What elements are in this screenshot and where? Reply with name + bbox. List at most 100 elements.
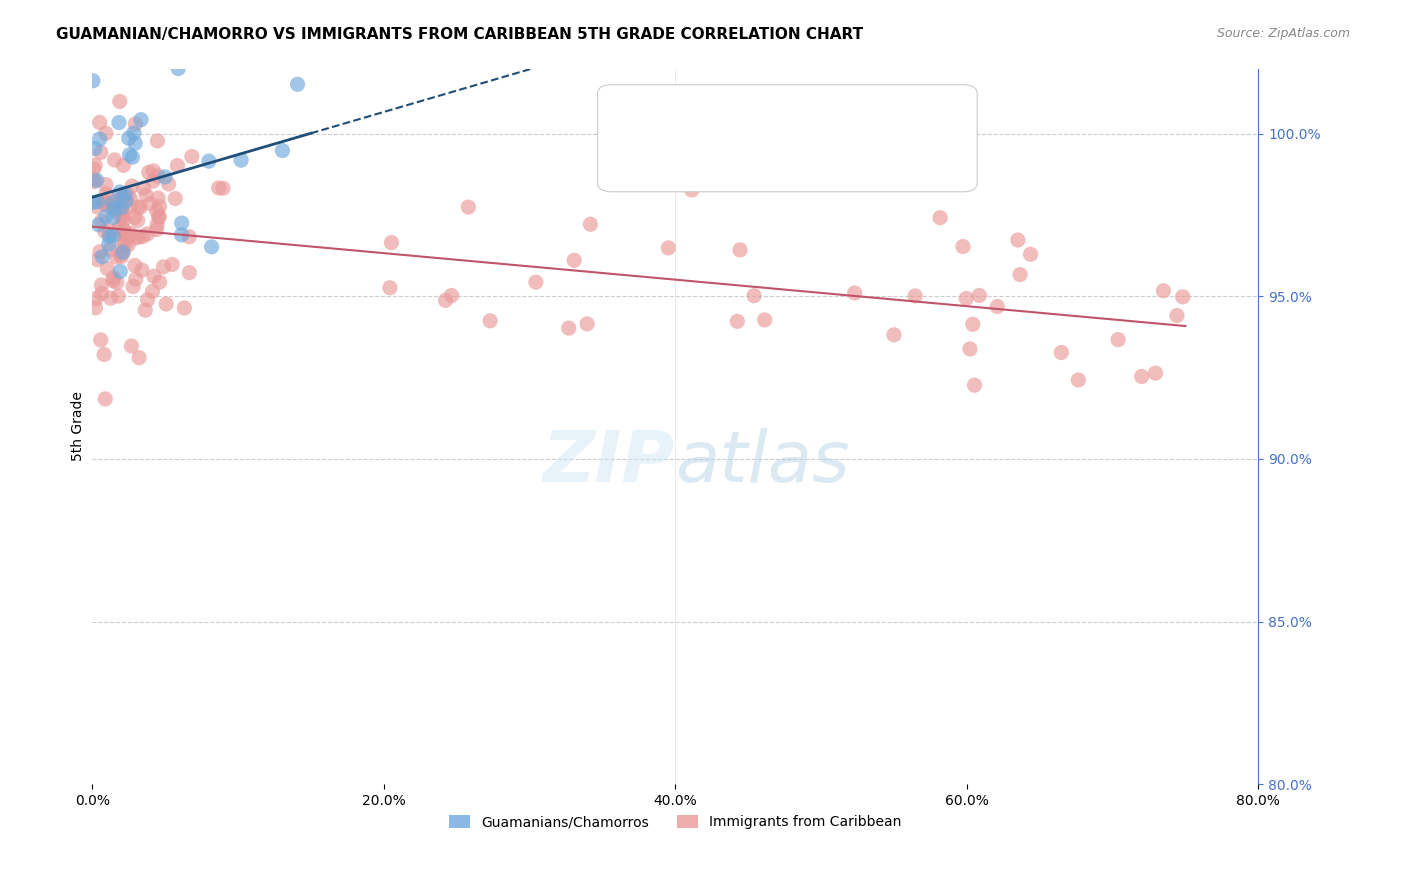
pink bbox=[94, 195, 117, 210]
pink bbox=[86, 252, 108, 267]
pink bbox=[90, 214, 112, 228]
pink bbox=[117, 230, 139, 244]
pink bbox=[155, 297, 177, 311]
pink bbox=[166, 159, 188, 173]
blue bbox=[86, 173, 108, 187]
pink bbox=[124, 117, 146, 131]
Text: N =: N = bbox=[731, 152, 765, 167]
blue bbox=[271, 144, 294, 158]
pink bbox=[1007, 233, 1029, 247]
pink bbox=[952, 239, 974, 253]
Text: GUAMANIAN/CHAMORRO VS IMMIGRANTS FROM CARIBBEAN 5TH GRADE CORRELATION CHART: GUAMANIAN/CHAMORRO VS IMMIGRANTS FROM CA… bbox=[56, 27, 863, 42]
blue bbox=[121, 150, 143, 164]
pink bbox=[96, 261, 118, 276]
pink bbox=[89, 115, 111, 129]
pink bbox=[963, 378, 986, 392]
blue bbox=[82, 74, 104, 88]
pink bbox=[1107, 333, 1129, 347]
pink bbox=[1067, 373, 1090, 387]
pink bbox=[84, 292, 107, 306]
pink bbox=[146, 191, 169, 205]
pink bbox=[844, 285, 866, 300]
blue bbox=[87, 218, 110, 232]
pink bbox=[90, 278, 112, 293]
blue bbox=[229, 153, 252, 168]
pink bbox=[1144, 366, 1167, 380]
pink bbox=[524, 275, 547, 289]
Text: ZIP: ZIP bbox=[543, 428, 675, 497]
Text: R =: R = bbox=[626, 152, 659, 167]
pink bbox=[180, 149, 202, 163]
pink bbox=[101, 274, 124, 288]
pink bbox=[120, 339, 142, 353]
pink bbox=[134, 303, 156, 318]
pink bbox=[124, 258, 146, 272]
pink bbox=[83, 175, 105, 189]
pink bbox=[100, 291, 122, 305]
blue bbox=[89, 132, 111, 146]
pink bbox=[84, 301, 107, 315]
pink bbox=[146, 217, 169, 231]
pink bbox=[94, 186, 117, 201]
pink bbox=[112, 223, 135, 237]
blue bbox=[94, 210, 117, 224]
pink bbox=[157, 177, 180, 191]
pink bbox=[97, 224, 120, 238]
pink bbox=[131, 263, 153, 277]
pink bbox=[110, 247, 132, 261]
pink bbox=[94, 197, 117, 211]
pink bbox=[141, 285, 163, 299]
pink bbox=[754, 313, 776, 327]
pink bbox=[576, 317, 599, 331]
pink bbox=[112, 158, 135, 172]
pink bbox=[959, 342, 981, 356]
pink bbox=[132, 229, 155, 244]
pink bbox=[120, 200, 142, 214]
blue bbox=[129, 112, 152, 127]
pink bbox=[179, 229, 201, 244]
pink bbox=[969, 288, 991, 302]
pink bbox=[103, 194, 125, 209]
pink bbox=[94, 126, 117, 140]
pink bbox=[146, 169, 169, 183]
blue bbox=[91, 250, 114, 264]
pink bbox=[378, 281, 401, 295]
Text: -0.177: -0.177 bbox=[668, 152, 723, 167]
pink bbox=[112, 244, 135, 259]
Y-axis label: 5th Grade: 5th Grade bbox=[72, 392, 86, 461]
pink bbox=[1019, 247, 1042, 261]
blue bbox=[153, 169, 176, 184]
pink bbox=[179, 266, 201, 280]
pink bbox=[112, 224, 135, 238]
pink bbox=[104, 196, 127, 211]
pink bbox=[89, 244, 111, 259]
Legend: Guamanians/Chamorros, Immigrants from Caribbean: Guamanians/Chamorros, Immigrants from Ca… bbox=[444, 810, 907, 835]
pink bbox=[128, 351, 150, 365]
pink bbox=[105, 276, 128, 290]
pink bbox=[105, 250, 128, 264]
Text: 37: 37 bbox=[773, 112, 800, 127]
blue bbox=[83, 141, 105, 155]
pink bbox=[1130, 369, 1153, 384]
pink bbox=[681, 183, 703, 197]
pink bbox=[986, 300, 1008, 314]
blue bbox=[82, 195, 104, 210]
pink bbox=[114, 237, 136, 252]
pink bbox=[125, 272, 148, 286]
pink bbox=[127, 213, 149, 227]
pink bbox=[103, 153, 125, 167]
pink bbox=[904, 289, 927, 303]
pink bbox=[142, 269, 165, 284]
pink bbox=[380, 235, 402, 250]
pink bbox=[108, 220, 131, 235]
pink bbox=[1050, 345, 1073, 359]
pink bbox=[165, 192, 187, 206]
Text: atlas: atlas bbox=[675, 428, 849, 497]
pink bbox=[148, 211, 170, 225]
pink bbox=[110, 209, 132, 223]
pink bbox=[94, 178, 117, 192]
pink bbox=[457, 200, 479, 214]
pink bbox=[579, 217, 602, 231]
pink bbox=[1008, 268, 1031, 282]
pink bbox=[103, 203, 125, 218]
